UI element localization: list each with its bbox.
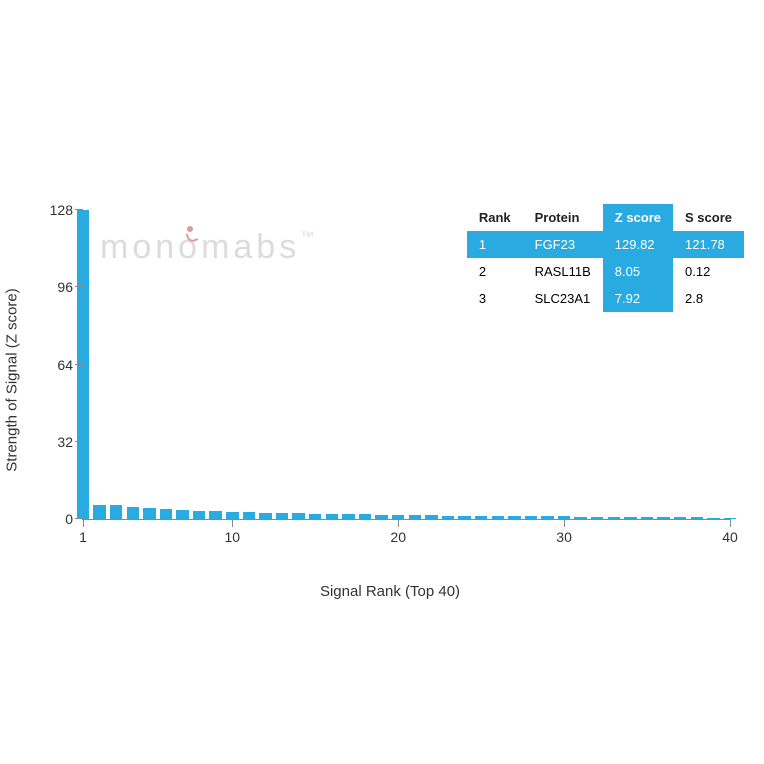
x-tick — [232, 519, 233, 527]
bar — [641, 517, 653, 519]
table-cell: 1 — [467, 231, 523, 258]
table-cell: 2.8 — [673, 285, 744, 312]
bar — [409, 515, 421, 519]
bar — [508, 516, 520, 519]
bar — [226, 512, 238, 519]
x-tick-label: 1 — [79, 529, 87, 545]
bar — [176, 510, 188, 519]
y-tick-label: 96 — [57, 279, 73, 295]
bar — [326, 514, 338, 519]
bar — [674, 517, 686, 519]
bar — [127, 507, 139, 519]
table-row: 2RASL11B8.050.12 — [467, 258, 744, 285]
table-cell: 3 — [467, 285, 523, 312]
bar — [193, 511, 205, 519]
bar — [375, 515, 387, 519]
y-tick — [75, 518, 83, 519]
bar — [359, 514, 371, 519]
bar — [143, 508, 155, 519]
bar — [574, 517, 586, 519]
y-tick-label: 128 — [50, 202, 73, 218]
bar — [525, 516, 537, 519]
table-row: 3SLC23A17.922.8 — [467, 285, 744, 312]
table-header-cell: Z score — [603, 204, 673, 231]
bar — [243, 512, 255, 519]
protein-rank-table: RankProteinZ scoreS score 1FGF23129.8212… — [467, 204, 744, 312]
table-cell: RASL11B — [523, 258, 603, 285]
bar — [259, 513, 271, 519]
table-header-cell: Rank — [467, 204, 523, 231]
table-cell: 7.92 — [603, 285, 673, 312]
bar — [624, 517, 636, 519]
y-tick — [75, 441, 83, 442]
y-tick — [75, 286, 83, 287]
x-tick-label: 40 — [722, 529, 738, 545]
y-tick-label: 64 — [57, 357, 73, 373]
x-tick-label: 10 — [225, 529, 241, 545]
y-tick-label: 32 — [57, 434, 73, 450]
x-axis-label: Signal Rank (Top 40) — [320, 583, 460, 600]
watermark-tm: ™ — [300, 228, 318, 244]
y-tick-label: 0 — [65, 511, 73, 527]
x-tick — [564, 519, 565, 527]
x-tick — [398, 519, 399, 527]
table-header-cell: Protein — [523, 204, 603, 231]
bar — [110, 505, 122, 519]
table-cell: 121.78 — [673, 231, 744, 258]
table-cell: 129.82 — [603, 231, 673, 258]
bar — [458, 516, 470, 519]
bar — [492, 516, 504, 519]
x-tick — [730, 519, 731, 527]
y-tick — [75, 209, 83, 210]
bar — [608, 517, 620, 519]
y-axis-label: Strength of Signal (Z score) — [4, 288, 21, 471]
table-cell: 8.05 — [603, 258, 673, 285]
bar — [591, 517, 603, 519]
table-body: 1FGF23129.82121.782RASL11B8.050.123SLC23… — [467, 231, 744, 312]
bar — [475, 516, 487, 519]
bar — [541, 516, 553, 519]
bar — [707, 518, 719, 519]
table-row: 1FGF23129.82121.78 — [467, 231, 744, 258]
bar — [425, 515, 437, 519]
table-cell: SLC23A1 — [523, 285, 603, 312]
table-cell: 0.12 — [673, 258, 744, 285]
watermark-text-post: mabs — [201, 228, 300, 266]
bar — [342, 514, 354, 519]
x-tick-label: 20 — [390, 529, 406, 545]
watermark-logo: monomabs™ — [100, 228, 318, 267]
bar — [276, 513, 288, 519]
bar — [160, 509, 172, 519]
watermark-text-pre: mon — [100, 228, 178, 266]
y-tick — [75, 364, 83, 365]
table-cell: FGF23 — [523, 231, 603, 258]
x-tick-label: 30 — [556, 529, 572, 545]
watermark-accent-o: o — [178, 228, 201, 267]
bar — [292, 513, 304, 519]
bar — [442, 516, 454, 519]
bar — [657, 517, 669, 519]
table-cell: 2 — [467, 258, 523, 285]
bar — [77, 210, 89, 519]
x-tick — [83, 519, 84, 527]
bar — [309, 514, 321, 519]
table-header-cell: S score — [673, 204, 744, 231]
bar — [209, 511, 221, 519]
bar — [93, 505, 105, 519]
table-header-row: RankProteinZ scoreS score — [467, 204, 744, 231]
bar — [691, 517, 703, 519]
